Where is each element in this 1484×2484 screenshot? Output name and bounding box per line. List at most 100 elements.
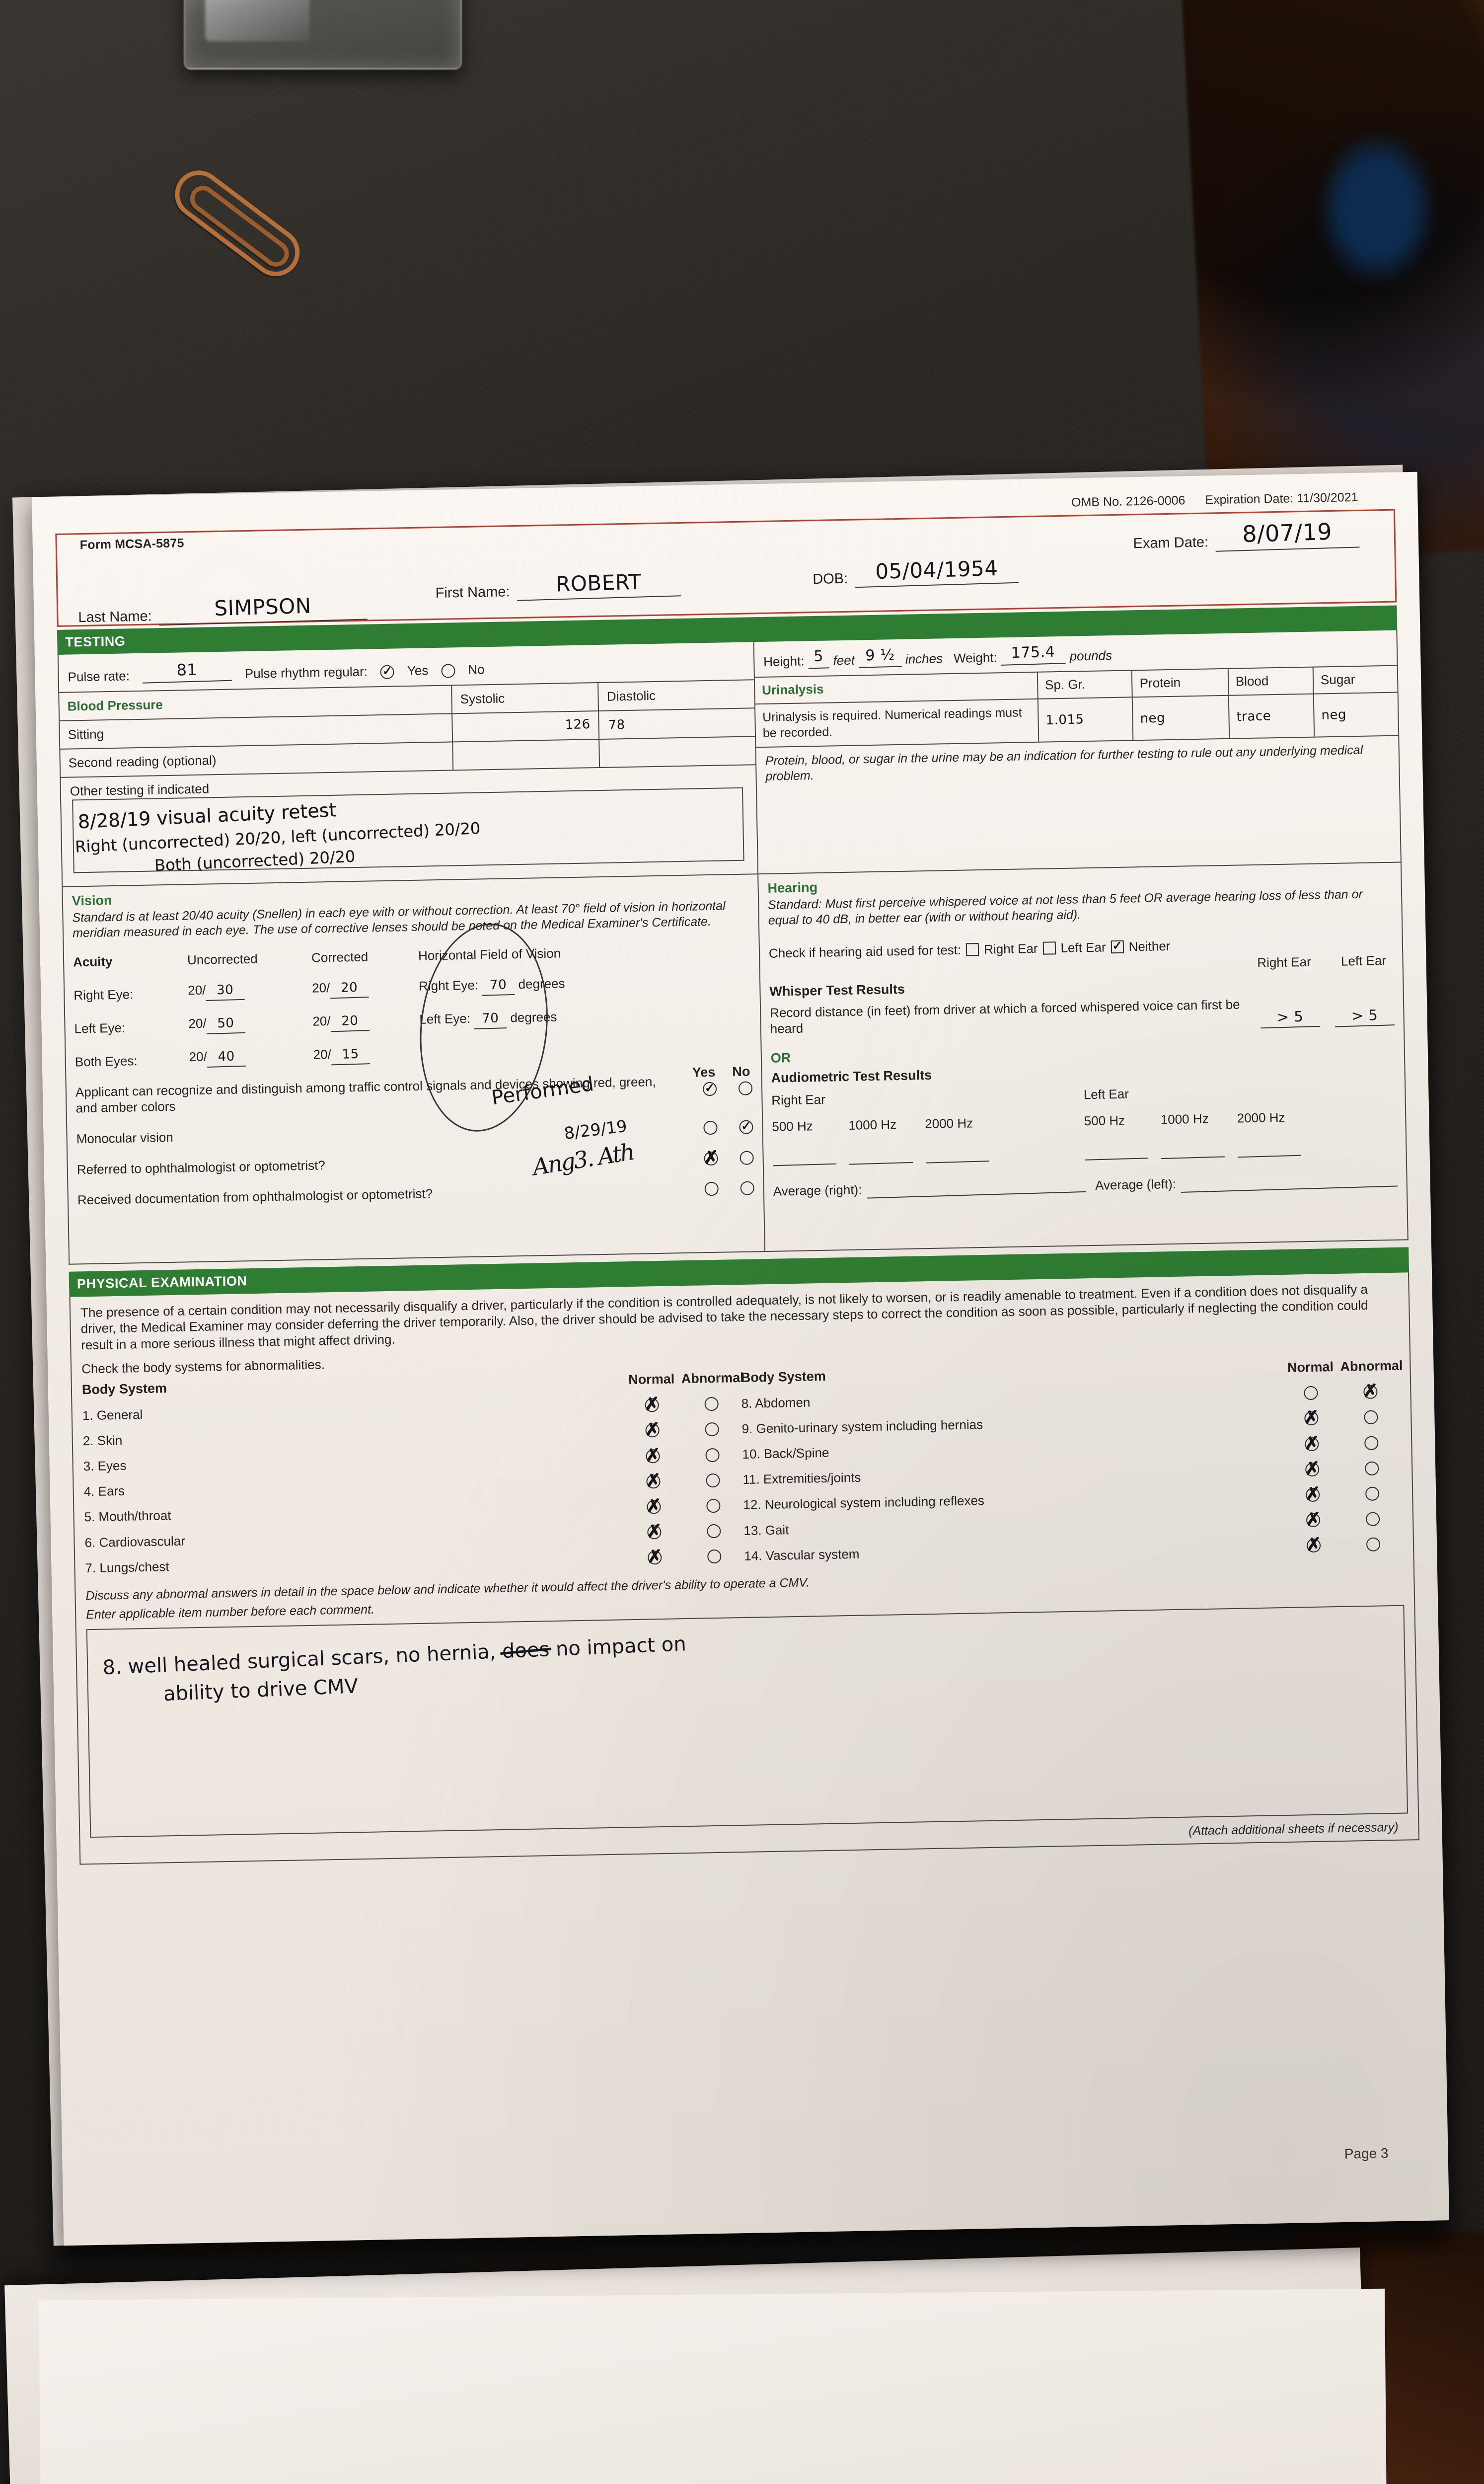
bs-item-3-normal-radio[interactable] [646,1449,660,1464]
bs-item-4-abnormal-radio[interactable] [706,1473,720,1488]
col-sp-gr: Sp. Gr. [1037,670,1133,699]
col-blood: Blood [1228,667,1314,696]
bs-item-4-normal-radio[interactable] [646,1474,661,1489]
vision-q1-yes-radio[interactable] [702,1082,717,1096]
urinalysis-note: Urinalysis is required. Numerical readin… [755,699,1039,747]
bs-item-10-abnormal-radio[interactable] [1364,1436,1379,1450]
val-protein[interactable]: neg [1132,695,1230,740]
bs-item-8-abnormal-radio[interactable] [1363,1385,1378,1399]
body-system-row: 2. Skin [83,1421,742,1449]
bs-item-7-normal-radio[interactable] [648,1551,662,1565]
omb-number: OMB No. 2126-0006 [1071,493,1186,510]
bs-item-5-abnormal-radio[interactable] [706,1498,721,1513]
hearing-aid-left-checkbox[interactable] [1042,941,1056,955]
audio-right-1000hz-value[interactable] [848,1143,913,1165]
both-uncorrected-value[interactable]: 40 [207,1049,246,1068]
bs-item-12-abnormal-radio[interactable] [1365,1486,1380,1501]
bs-item-5-label: 5. Mouth/throat [84,1508,171,1525]
right-uncorrected-value[interactable]: 30 [205,982,245,1002]
audio-right-2000hz-value[interactable] [925,1141,989,1164]
left-uncorrected-value[interactable]: 50 [206,1015,246,1035]
dob-label: DOB: [812,570,848,587]
bs-item-4-label: 4. Ears [83,1483,125,1499]
vision-q4-no-radio[interactable] [740,1181,754,1196]
bs-item-14-normal-radio[interactable] [1306,1538,1321,1553]
bs-item-3-abnormal-radio[interactable] [705,1448,720,1462]
whisper-right-value[interactable]: > 5 [1260,1007,1321,1028]
pulse-rhythm-no-radio[interactable] [441,664,455,678]
vision-question-monocular: Monocular vision [76,1119,753,1147]
other-testing-area: Other testing if indicated 8/28/19 visua… [61,764,757,887]
last-name-field[interactable]: Last Name: SIMPSON [78,592,368,626]
vision-q3-no-radio[interactable] [740,1150,754,1165]
average-right-value[interactable] [867,1176,1086,1199]
hfov-left-label: Left Eye: [419,1010,471,1027]
audio-right-1000hz-label: 1000 Hz [848,1117,897,1133]
hearing-aid-neither-checkbox[interactable] [1111,940,1124,954]
bs-item-6-normal-radio[interactable] [647,1525,662,1540]
bs-item-1-abnormal-radio[interactable] [704,1397,719,1411]
bs-item-6-abnormal-radio[interactable] [707,1524,721,1539]
bs-item-2-normal-radio[interactable] [645,1423,660,1438]
comment-line1-part-b: no impact on [549,1632,687,1661]
left-corrected-value[interactable]: 20 [330,1013,370,1032]
both-corrected-value[interactable]: 15 [331,1046,371,1066]
bs-item-13-abnormal-radio[interactable] [1365,1512,1380,1527]
audio-left-1000hz-value[interactable] [1161,1137,1225,1159]
vision-q1-no-radio[interactable] [738,1081,753,1096]
vision-q3-yes-radio[interactable] [704,1151,718,1165]
whisper-left-value[interactable]: > 5 [1335,1006,1395,1027]
comment-textarea[interactable]: 8. well healed surgical scars, no hernia… [86,1605,1409,1838]
bs-item-9-abnormal-radio[interactable] [1364,1410,1378,1425]
audio-right-500hz-value[interactable] [772,1144,836,1166]
hfov-right-value[interactable]: 70 [481,977,515,996]
bs-item-8-normal-radio[interactable] [1304,1386,1318,1400]
bs-item-14-abnormal-radio[interactable] [1366,1537,1381,1552]
first-name-field[interactable]: First Name: ROBERT [435,568,681,602]
hfov-left-value[interactable]: 70 [473,1010,507,1030]
val-sp-gr[interactable]: 1.015 [1038,696,1134,742]
bs-item-7-abnormal-radio[interactable] [707,1550,722,1564]
form-number: Form MCSA-5875 [79,536,184,552]
val-sugar[interactable]: neg [1313,692,1399,737]
bs-item-11-abnormal-radio[interactable] [1364,1461,1379,1475]
vision-q2-no-radio[interactable] [739,1120,753,1134]
average-left-label: Average (left): [1095,1176,1177,1193]
audio-left-2000hz-value[interactable] [1237,1136,1302,1158]
vision-q2-yes-radio[interactable] [703,1120,718,1135]
bs-item-1-normal-radio[interactable] [645,1398,659,1412]
sitting-systolic-value[interactable]: 126 [451,710,599,743]
second-systolic-value[interactable] [452,738,600,771]
val-blood[interactable]: trace [1228,693,1315,739]
pulse-rhythm-yes-radio[interactable] [380,665,395,679]
height-inches-value[interactable]: 9 ½ [858,646,902,669]
average-left-value[interactable] [1181,1171,1398,1193]
bs-right-abnormal-header: Abnormal [1340,1358,1403,1375]
body-system-row: 5. Mouth/throat [84,1497,743,1525]
vision-question-traffic: Applicant can recognize and distinguish … [75,1073,753,1116]
bs-item-13-normal-radio[interactable] [1306,1513,1321,1528]
col-corrected: Corrected [311,949,369,965]
bs-item-2-abnormal-radio[interactable] [705,1422,719,1437]
audio-left-500hz-value[interactable] [1084,1138,1149,1161]
bs-item-9-label: 9. Genito-urinary system including herni… [742,1416,983,1436]
sitting-diastolic-value[interactable]: 78 [598,707,755,740]
vision-q4-yes-radio[interactable] [704,1181,719,1196]
height-feet-value[interactable]: 5 [808,647,830,669]
bs-item-12-normal-radio[interactable] [1305,1487,1320,1502]
second-diastolic-value[interactable] [599,735,756,768]
bs-item-9-normal-radio[interactable] [1304,1411,1319,1426]
weight-value[interactable]: 175.4 [1001,643,1066,666]
hearing-aid-right-checkbox[interactable] [965,943,979,956]
bs-item-10-normal-radio[interactable] [1305,1437,1319,1451]
right-corrected-value[interactable]: 20 [329,980,369,999]
bs-item-3-label: 3. Eyes [83,1458,127,1474]
audiometric-ear-labels: Right Ear Left Ear [771,1082,1396,1108]
bs-item-11-normal-radio[interactable] [1305,1462,1320,1476]
exam-date-field[interactable]: Exam Date: 8/07/19 [1133,517,1360,553]
dob-field[interactable]: DOB: 05/04/1954 [812,555,1019,588]
form-sheet: OMB No. 2126-0006 Expiration Date: 11/30… [31,471,1450,2246]
body-system-row: 13. Gait [743,1511,1403,1538]
bs-item-5-normal-radio[interactable] [647,1499,661,1514]
body-system-row: 10. Back/Spine [742,1435,1401,1462]
